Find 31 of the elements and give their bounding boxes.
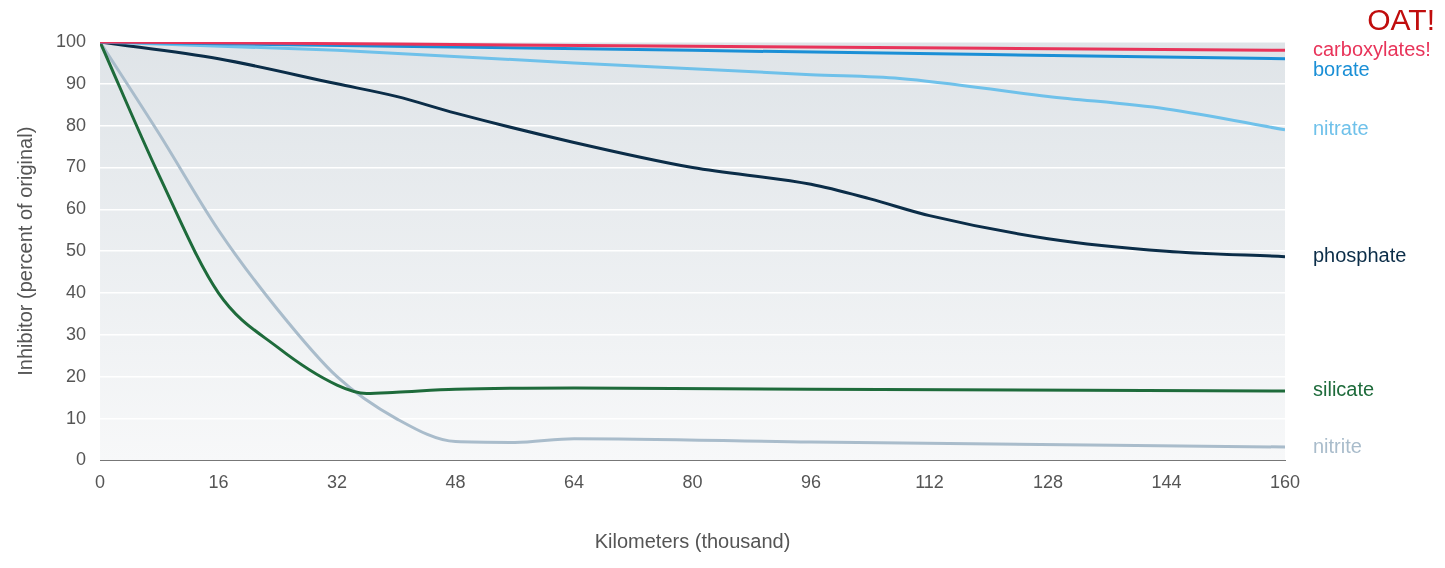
x-axis-title: Kilometers (thousand) (594, 529, 791, 552)
y-tick-label: 60 (66, 198, 87, 219)
x-tick-label: 32 (327, 472, 348, 493)
y-tick-label: 30 (66, 323, 87, 344)
x-tick-label: 128 (1032, 472, 1064, 493)
series-label: silicate (1313, 378, 1375, 401)
x-tick-label: 80 (682, 472, 703, 493)
y-tick-label: 90 (66, 72, 87, 93)
series-label: nitrate (1313, 117, 1369, 140)
x-tick-label: 144 (1151, 472, 1182, 493)
series-label: nitrite (1313, 434, 1362, 457)
y-tick-label: 10 (66, 407, 87, 428)
x-tick-label: 64 (564, 472, 585, 493)
x-tick-label: 112 (915, 472, 944, 493)
x-tick-label: 160 (1269, 472, 1301, 493)
text: OAT! (1367, 3, 1435, 37)
y-tick-label: 100 (55, 30, 87, 51)
series-label: borate (1313, 57, 1370, 80)
y-tick-label: 80 (66, 114, 87, 135)
x-tick-label: 0 (95, 472, 106, 493)
x-tick-label: 96 (801, 472, 822, 493)
y-tick-label: 50 (66, 240, 87, 261)
series-label: phosphate (1313, 244, 1407, 267)
y-tick-label: 0 (76, 449, 87, 470)
y-tick-label: 40 (66, 282, 87, 303)
series-label: carboxylates! (1313, 37, 1431, 60)
x-tick-label: 48 (445, 472, 466, 493)
y-tick-label: 20 (66, 365, 87, 386)
y-tick-label: 70 (66, 156, 87, 177)
y-axis-title: Inhibitor (percent of original) (13, 126, 36, 376)
x-tick-label: 16 (208, 472, 229, 493)
